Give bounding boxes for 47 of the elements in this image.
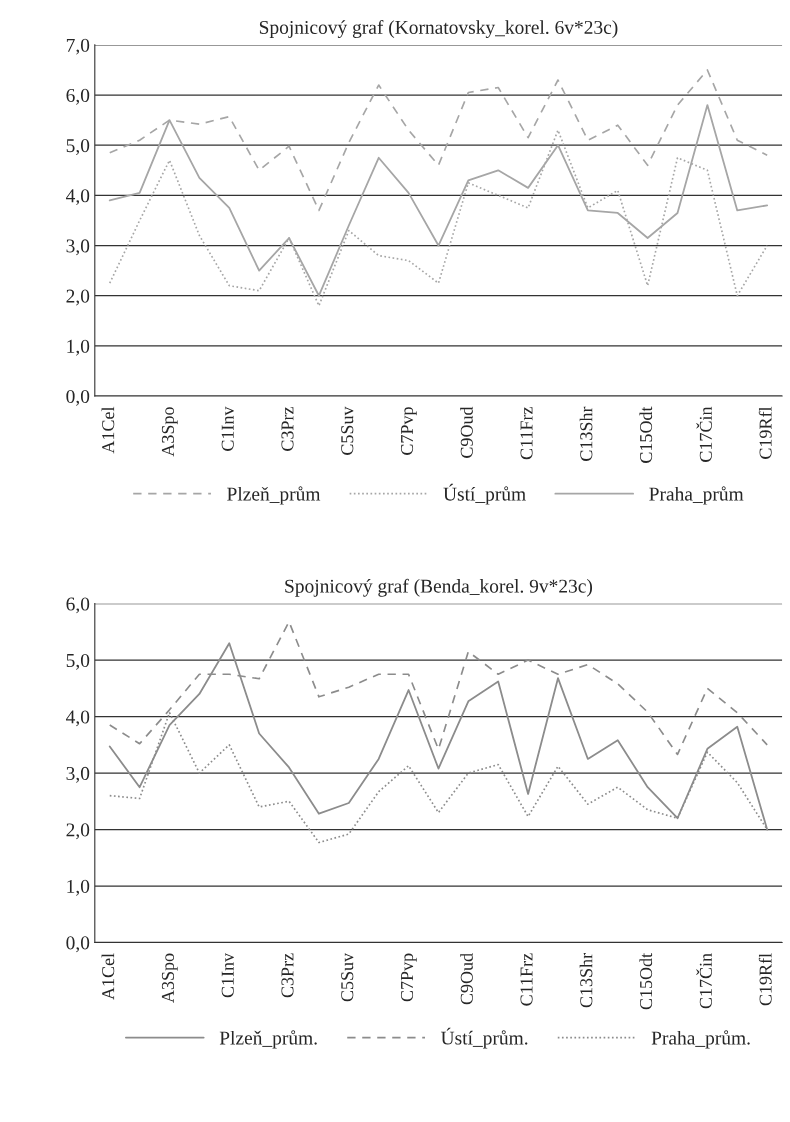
chart-title: Spojnicový graf (Benda_korel. 9v*23c) (285, 578, 593, 597)
x-tick-label: C3Prz (281, 406, 294, 451)
legend-label: Ústí_prům. (440, 1027, 528, 1049)
x-tick-label: C9Oud (460, 953, 473, 1005)
y-tick-label: 4,0 (66, 710, 90, 727)
legend-label: Ústí_prům (443, 483, 526, 505)
x-tick-label: C1Inv (221, 952, 234, 998)
x-tick-label: C17Čin (696, 953, 712, 1009)
y-tick-label: 7,0 (66, 38, 90, 55)
legend-label: Praha_prům (649, 486, 744, 505)
x-tick-label: C17Čin (696, 406, 712, 462)
x-tick-label: C19Rfl (758, 953, 772, 1006)
y-tick-label: 2,0 (66, 823, 90, 840)
legend-label: Plzeň_prům. (219, 1030, 317, 1049)
x-tick-label: C13Shr (579, 406, 593, 461)
chart-title: Spojnicový graf (Kornatovsky_korel. 6v*23c) (259, 20, 618, 38)
y-tick-label: 1,0 (67, 879, 90, 896)
y-tick-label: 6,0 (66, 88, 90, 105)
x-tick-label: C1Inv (221, 406, 234, 451)
y-tick-label: 6,0 (66, 597, 90, 614)
y-tick-label: 2,0 (66, 289, 90, 306)
x-tick-label: A3Spo (161, 407, 178, 457)
x-tick-label: A1Cel (101, 406, 115, 454)
x-tick-label: C11Frz (520, 406, 533, 460)
x-tick-label: C3Prz (281, 953, 294, 998)
x-tick-label: C19Rfl (758, 406, 772, 459)
x-tick-label: C11Frz (520, 953, 533, 1006)
y-tick-label: 5,0 (66, 139, 90, 155)
x-tick-label: C5Suv (341, 952, 354, 1002)
x-tick-label: C7Pvp (400, 407, 417, 455)
legend-label: Plzeň_prům (227, 486, 321, 505)
y-tick-label: 5,0 (66, 653, 90, 670)
y-tick-label: 3,0 (66, 239, 90, 256)
x-tick-label: A1Cel (101, 953, 115, 1000)
x-tick-label: C7Pvp (400, 953, 417, 1002)
y-tick-label: 3,0 (66, 766, 90, 783)
x-tick-label: C15Odt (639, 953, 653, 1010)
y-tick-label: 4,0 (66, 189, 90, 206)
x-tick-label: A3Spo (161, 953, 178, 1003)
x-tick-label: C13Shr (579, 953, 593, 1008)
x-tick-label: C5Suv (341, 406, 354, 455)
x-tick-label: C9Oud (460, 406, 473, 458)
y-tick-label: 0,0 (66, 389, 90, 406)
x-tick-label: C15Odt (639, 406, 653, 463)
y-tick-label: 1,0 (67, 339, 90, 356)
y-tick-label: 0,0 (66, 936, 90, 953)
legend-label: Praha_prům. (651, 1030, 750, 1049)
